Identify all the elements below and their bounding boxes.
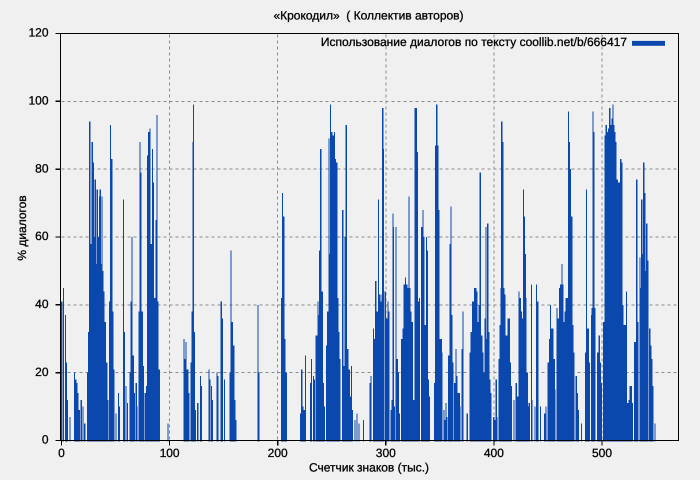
svg-text:Счетчик знаков (тыс.): Счетчик знаков (тыс.): [309, 461, 429, 475]
svg-text:400: 400: [484, 446, 504, 460]
svg-text:0: 0: [58, 446, 65, 460]
svg-text:300: 300: [376, 446, 396, 460]
svg-text:200: 200: [268, 446, 288, 460]
svg-text:40: 40: [35, 297, 49, 311]
svg-text:«Крокодил» ( Коллектив авторо: «Крокодил» ( Коллектив авторов): [273, 9, 463, 23]
svg-text:0: 0: [42, 433, 49, 447]
svg-text:500: 500: [592, 446, 612, 460]
svg-text:Использование диалогов по текс: Использование диалогов по тексту coollib…: [321, 35, 627, 49]
svg-text:100: 100: [28, 94, 48, 108]
svg-text:100: 100: [160, 446, 180, 460]
svg-text:% диалогов: % диалогов: [15, 195, 29, 260]
svg-text:80: 80: [35, 161, 49, 175]
svg-text:60: 60: [35, 229, 49, 243]
svg-text:20: 20: [35, 365, 49, 379]
svg-text:120: 120: [28, 26, 48, 40]
